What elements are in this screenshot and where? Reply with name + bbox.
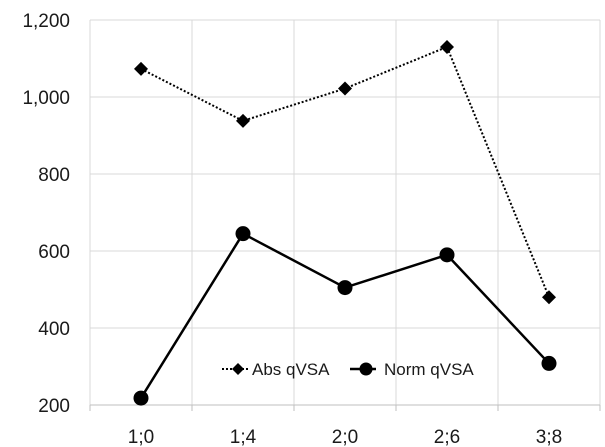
x-tick-label: 2;0 — [332, 427, 358, 447]
y-tick-label: 1,000 — [22, 88, 70, 109]
series-abs-qvsa — [134, 40, 556, 304]
x-axis — [90, 405, 600, 411]
x-tick-label: 3;8 — [536, 427, 562, 447]
legend-label: Abs qVSA — [252, 360, 330, 379]
x-tick-label: 1;0 — [128, 427, 154, 447]
data-point-circle — [338, 280, 353, 295]
data-point-diamond — [338, 82, 352, 96]
series-norm-qvsa — [134, 226, 557, 405]
legend: Abs qVSA Norm qVSA — [222, 360, 474, 379]
data-point-diamond — [134, 62, 148, 76]
legend-diamond-marker — [232, 363, 244, 375]
y-tick-label: 600 — [38, 242, 70, 263]
data-point-circle — [236, 226, 251, 241]
data-point-circle — [134, 391, 149, 406]
gridlines — [90, 20, 600, 405]
y-tick-label: 1,200 — [22, 11, 70, 32]
data-point-diamond — [542, 290, 556, 304]
data-point-diamond — [236, 114, 250, 128]
data-point-circle — [440, 247, 455, 262]
x-tick-label: 2;6 — [434, 427, 460, 447]
data-point-circle — [542, 356, 557, 371]
series-line — [141, 234, 549, 398]
legend-label: Norm qVSA — [384, 360, 474, 379]
data-point-diamond — [440, 40, 454, 54]
y-tick-label: 200 — [38, 396, 70, 417]
legend-circle-marker — [360, 363, 373, 376]
legend-item: Abs qVSA — [222, 360, 330, 379]
x-axis-tick-labels: 1;0 1;4 2;0 2;6 3;8 — [128, 427, 562, 447]
legend-item: Norm qVSA — [350, 360, 474, 379]
series-layer — [134, 40, 557, 406]
y-axis-tick-labels: 200 400 600 800 1,000 1,200 — [22, 11, 70, 417]
y-tick-label: 400 — [38, 319, 70, 340]
x-tick-label: 1;4 — [230, 427, 257, 447]
y-tick-label: 800 — [38, 165, 70, 186]
